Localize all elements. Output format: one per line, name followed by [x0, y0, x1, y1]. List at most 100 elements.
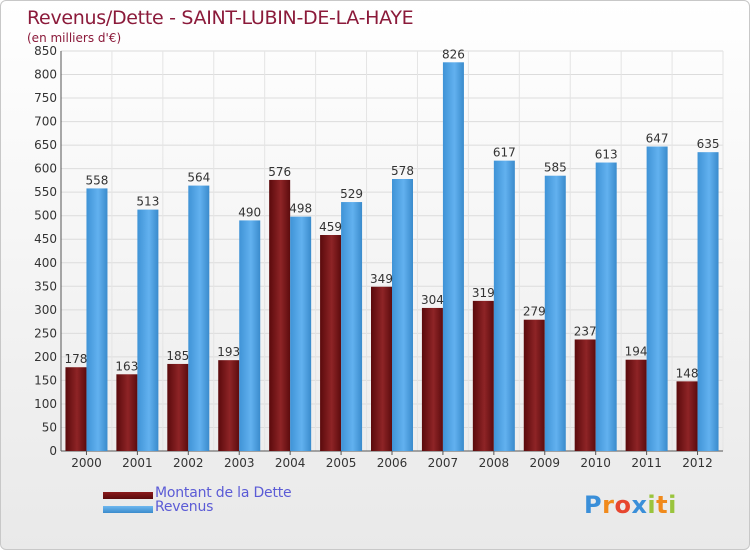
proxiti-logo: Proxiti [584, 491, 677, 519]
chart-subtitle: (en milliers d'€) [27, 31, 122, 45]
bar-revenue [493, 160, 515, 451]
y-tick-label: 150 [34, 373, 57, 387]
data-label-debt: 185 [166, 349, 189, 363]
data-label-debt: 178 [65, 352, 88, 366]
y-tick-label: 100 [34, 397, 57, 411]
bar-debt [371, 286, 392, 451]
logo-letter: i [647, 491, 657, 519]
bar-revenue [442, 62, 464, 451]
x-tick-label: 2003 [224, 456, 255, 470]
data-label-revenue: 826 [442, 47, 465, 61]
bar-debt [269, 179, 291, 452]
legend-swatch-debt [103, 492, 153, 499]
y-tick-label: 700 [34, 115, 57, 129]
bar-revenue [646, 146, 668, 451]
logo-letter: P [584, 491, 603, 519]
x-tick-label: 2012 [682, 456, 713, 470]
data-label-revenue: 617 [493, 146, 516, 160]
legend-label-revenue: Revenus [155, 499, 214, 515]
bar-revenue [697, 152, 719, 452]
data-label-revenue: 564 [187, 171, 210, 185]
data-label-revenue: 635 [697, 137, 720, 151]
bars [65, 62, 719, 452]
logo-letter: t [656, 491, 669, 519]
data-label-debt: 459 [319, 220, 342, 234]
logo-letter: x [631, 491, 648, 519]
bar-revenue [239, 220, 261, 451]
bar-debt [218, 360, 240, 451]
bar-debt [472, 300, 494, 451]
x-tick-label: 2002 [173, 456, 204, 470]
data-label-revenue: 513 [136, 195, 159, 209]
data-label-debt: 163 [115, 359, 138, 373]
bar-debt [320, 235, 342, 451]
data-label-debt: 237 [574, 324, 597, 338]
bar-debt [65, 367, 87, 451]
x-tick-label: 2001 [122, 456, 153, 470]
data-label-debt: 576 [268, 165, 291, 179]
y-tick-label: 850 [34, 44, 57, 58]
axes: 0 50 100 150 200 250 300 350 400 450 500 550 600 650 7… [34, 44, 723, 470]
y-tick-label: 0 [49, 444, 57, 458]
data-label-debt: 193 [217, 345, 240, 359]
y-tick-label: 600 [34, 162, 57, 176]
data-label-revenue: 558 [86, 173, 109, 187]
chart-title: Revenus/Dette - SAINT-LUBIN-DE-LA-HAYE [27, 7, 414, 29]
bar-debt [625, 359, 647, 451]
data-label-revenue: 498 [289, 202, 312, 216]
data-label-debt: 194 [625, 345, 648, 359]
bar-revenue [188, 185, 210, 451]
bar-debt [167, 363, 189, 451]
logo-letter: r [602, 491, 615, 519]
x-tick-label: 2010 [580, 456, 611, 470]
bar-debt [523, 319, 545, 451]
x-tick-label: 2007 [428, 456, 459, 470]
data-label-debt: 279 [523, 305, 546, 319]
data-label-debt: 304 [421, 293, 444, 307]
bar-revenue [595, 162, 617, 451]
y-tick-label: 800 [34, 68, 57, 82]
legend-swatch-revenue [103, 506, 153, 513]
y-tick-label: 500 [34, 209, 57, 223]
data-label-debt: 349 [370, 272, 393, 286]
x-tick-label: 2009 [529, 456, 560, 470]
data-labels: 178 558 163 513 185 564 193 490 576 498 459 529 349 5… [65, 47, 720, 380]
y-tick-label: 50 [42, 420, 57, 434]
y-tick-label: 650 [34, 138, 57, 152]
bar-debt [676, 381, 698, 451]
legend-label-debt: Montant de la Dette [155, 485, 292, 501]
x-tick-label: 2004 [275, 456, 306, 470]
y-tick-label: 250 [34, 326, 57, 340]
y-tick-label: 550 [34, 185, 57, 199]
data-label-debt: 319 [472, 286, 495, 300]
y-tick-label: 300 [34, 303, 57, 317]
bar-debt [116, 374, 138, 451]
y-tick-label: 750 [34, 91, 57, 105]
y-tick-label: 400 [34, 256, 57, 270]
bar-revenue [341, 202, 363, 451]
y-tick-label: 200 [34, 350, 57, 364]
logo-letter: i [668, 491, 677, 519]
logo-letter: o [614, 491, 632, 519]
bar-revenue [392, 179, 413, 451]
data-label-revenue: 585 [544, 161, 567, 175]
data-label-debt: 148 [676, 366, 699, 380]
data-label-revenue: 647 [646, 132, 669, 146]
bar-revenue [290, 216, 312, 451]
bar-revenue [137, 209, 159, 451]
data-label-revenue: 529 [340, 187, 363, 201]
x-tick-label: 2000 [71, 456, 102, 470]
data-label-revenue: 578 [391, 164, 414, 178]
data-label-revenue: 613 [595, 148, 618, 162]
bar-revenue [86, 188, 108, 452]
bar-revenue [544, 175, 566, 452]
x-tick-label: 2005 [326, 456, 357, 470]
bar-debt [421, 307, 443, 451]
bar-debt [574, 339, 596, 451]
y-tick-label: 450 [34, 232, 57, 246]
x-tick-label: 2008 [479, 456, 510, 470]
data-label-revenue: 490 [238, 205, 261, 219]
x-tick-label: 2006 [377, 456, 408, 470]
